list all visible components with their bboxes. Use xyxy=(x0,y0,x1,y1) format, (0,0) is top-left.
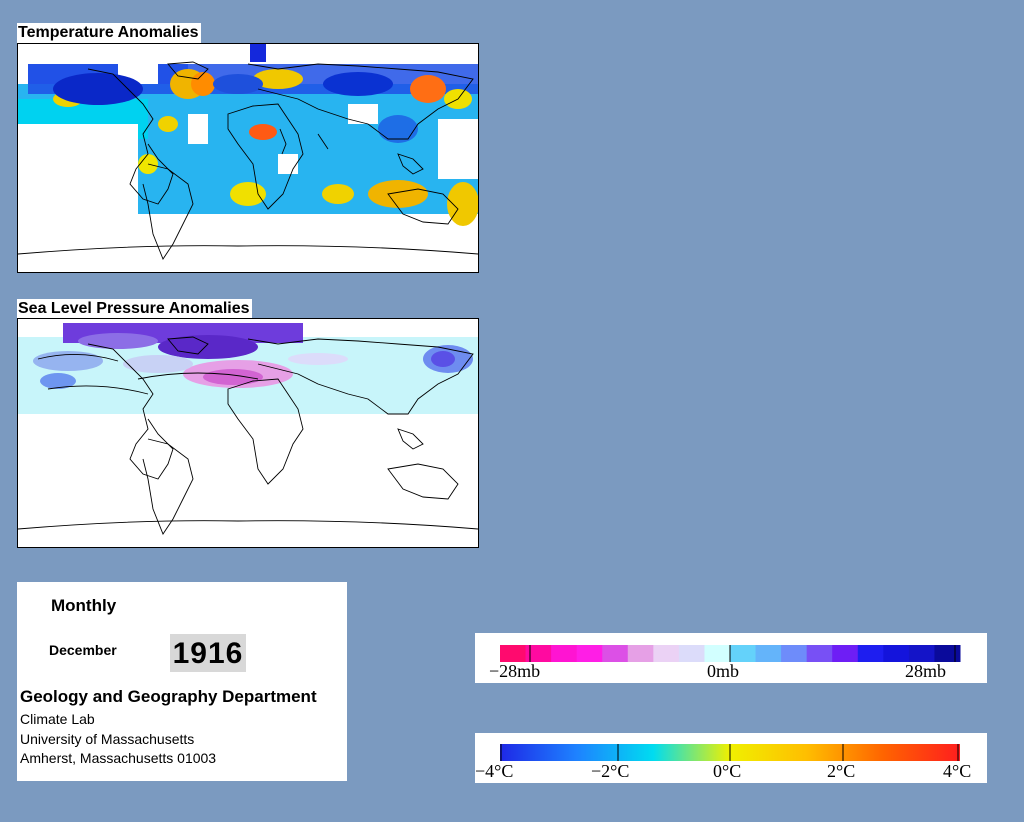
pressure-colorbar-cell xyxy=(857,645,884,662)
pressure-colorbar-cell xyxy=(934,645,961,662)
temperature-legend-label-4: 4°C xyxy=(943,761,972,781)
pressure-legend-min-label: −28mb xyxy=(489,661,541,681)
pressure-legend-max-label: 28mb xyxy=(905,661,947,681)
pressure-colorbar-cell xyxy=(551,645,578,662)
pressure-colorbar-cell xyxy=(627,645,654,662)
pressure-colorbar-cell xyxy=(755,645,782,662)
pressure-colorbar-cell xyxy=(781,645,808,662)
pressure-legend: −28mb 0mb 28mb xyxy=(475,633,987,683)
temperature-anomaly-field xyxy=(18,44,478,272)
temperature-legend-label-neg4: −4°C xyxy=(475,761,514,781)
pressure-legend-mid-label: 0mb xyxy=(707,661,740,681)
pressure-anomaly-field xyxy=(18,323,478,414)
period-mode-label: Monthly xyxy=(51,596,117,615)
university-name: University of Massachusetts xyxy=(20,731,195,747)
pressure-colorbar-cell xyxy=(730,645,757,662)
pressure-colorbar-cell xyxy=(602,645,629,662)
temperature-legend: −4°C −2°C 0°C 2°C 4°C xyxy=(475,733,987,783)
lab-name: Climate Lab xyxy=(20,711,95,727)
pressure-colorbar-cell xyxy=(704,645,731,662)
pressure-colorbar-cell xyxy=(806,645,833,662)
pressure-colorbar-cell xyxy=(908,645,935,662)
temperature-legend-label-2: 2°C xyxy=(827,761,856,781)
pressure-colorbar-cell xyxy=(525,645,552,662)
pressure-colorbar-cell xyxy=(678,645,705,662)
coastlines xyxy=(18,61,478,260)
temperature-legend-label-0: 0°C xyxy=(713,761,742,781)
pressure-anomaly-map xyxy=(17,318,479,548)
address: Amherst, Massachusetts 01003 xyxy=(20,750,217,766)
pressure-colorbar-cell xyxy=(883,645,910,662)
pressure-map-title: Sea Level Pressure Anomalies xyxy=(17,299,252,319)
temperature-map-title: Temperature Anomalies xyxy=(17,23,201,43)
temperature-colorbar xyxy=(500,744,960,761)
month-label: December xyxy=(49,642,117,658)
pressure-colorbar-cell xyxy=(500,645,527,662)
pressure-colorbar xyxy=(500,645,961,662)
temperature-anomaly-map xyxy=(17,43,479,273)
coastlines xyxy=(18,336,478,535)
department-name: Geology and Geography Department xyxy=(20,687,317,706)
info-panel: Monthly December 1916 Geology and Geogra… xyxy=(17,582,347,781)
year-display: 1916 xyxy=(170,634,246,672)
pressure-colorbar-cell xyxy=(653,645,680,662)
temperature-legend-label-neg2: −2°C xyxy=(591,761,630,781)
pressure-colorbar-cell xyxy=(832,645,859,662)
pressure-colorbar-cell xyxy=(576,645,603,662)
